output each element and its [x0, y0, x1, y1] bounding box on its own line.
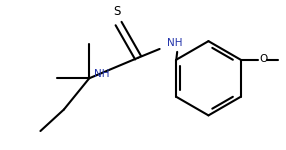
Text: NH: NH	[167, 38, 183, 48]
Text: S: S	[113, 5, 120, 18]
Text: NH: NH	[94, 69, 110, 79]
Text: O: O	[259, 54, 267, 64]
